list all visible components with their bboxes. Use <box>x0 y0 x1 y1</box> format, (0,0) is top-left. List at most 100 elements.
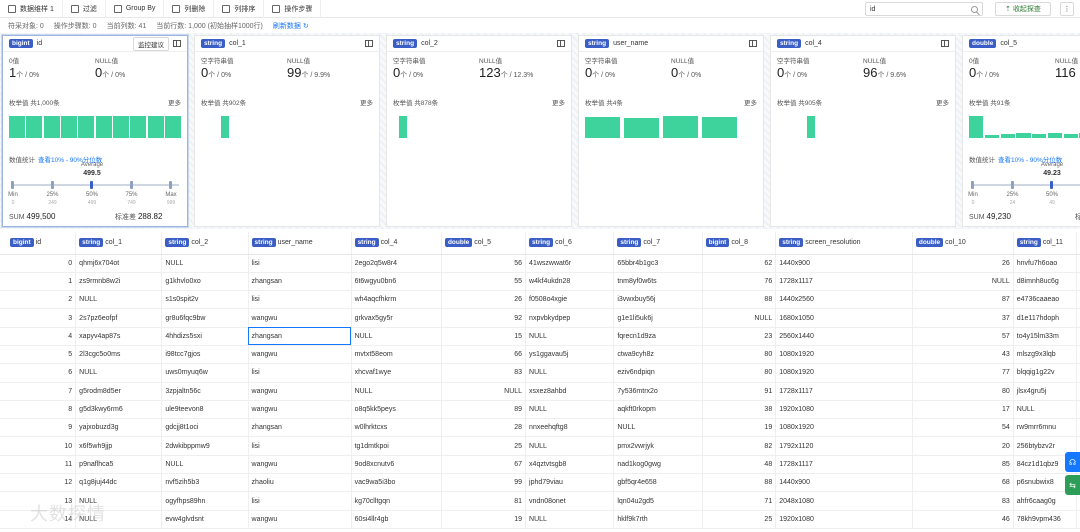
quantile-link[interactable]: 查看10% - 90%分位数 <box>998 157 1063 164</box>
table-cell[interactable]: 2s7pz6eofpf <box>75 308 163 328</box>
table-cell[interactable]: NULL <box>525 436 615 456</box>
column-header[interactable]: double col_5 <box>441 232 527 255</box>
table-cell[interactable]: 38 <box>702 400 777 420</box>
table-cell[interactable]: 13 <box>0 491 77 511</box>
table-cell[interactable]: 60si4llr4gb <box>351 510 442 529</box>
table-cell[interactable]: axodz <box>1076 418 1080 438</box>
table-cell[interactable]: nad1kog0gwg <box>613 455 703 475</box>
histogram-bar[interactable] <box>969 116 984 138</box>
distribution-marker[interactable] <box>50 181 54 189</box>
table-cell[interactable]: divda <box>1076 272 1080 292</box>
distribution-marker[interactable] <box>1050 181 1053 189</box>
table-cell[interactable]: lisi <box>248 491 352 511</box>
histogram-bar[interactable] <box>1032 133 1047 138</box>
table-cell[interactable]: 25 <box>702 510 777 529</box>
table-cell[interactable]: 37 <box>912 308 1014 328</box>
headset-icon[interactable]: ☊ <box>1065 452 1080 472</box>
table-cell[interactable]: ogyfhps89hn <box>161 491 249 511</box>
table-cell[interactable]: 57 <box>912 327 1014 346</box>
table-cell[interactable]: 1728x1117 <box>775 382 913 401</box>
column-card-col-1[interactable]: string col_1 空字符串值 0个 / 0% NULL值 99个 / 9.9% 枚举… <box>194 35 380 227</box>
distribution-marker[interactable] <box>169 181 172 189</box>
table-cell[interactable]: NULL <box>702 308 777 328</box>
table-cell[interactable]: 19 <box>441 510 527 529</box>
table-cell[interactable]: e3iao <box>1076 363 1080 383</box>
table-cell[interactable]: 76 <box>702 272 777 292</box>
histogram-bar[interactable] <box>1063 133 1078 138</box>
histogram-bar[interactable] <box>9 116 25 138</box>
distribution-marker[interactable] <box>1010 181 1014 189</box>
table-cell[interactable]: 4 <box>0 327 77 346</box>
table-cell[interactable]: 1080x1920 <box>775 363 913 383</box>
table-cell[interactable]: 26 <box>912 254 1014 273</box>
table-cell[interactable]: NULL <box>75 290 163 310</box>
table-cell[interactable]: 5 <box>0 345 77 365</box>
table-cell[interactable]: 1920x1080 <box>775 400 913 420</box>
column-header[interactable]: string col_11 <box>1013 232 1077 255</box>
histogram-bar[interactable] <box>43 116 60 138</box>
column-header[interactable]: string user_name <box>248 232 352 255</box>
histogram-bar[interactable] <box>1016 132 1031 138</box>
table-cell[interactable]: xsxez8ahbd <box>525 382 615 401</box>
table-cell[interactable]: lisi <box>248 363 352 383</box>
table-cell[interactable]: d8imnh8uc6g <box>1013 272 1077 292</box>
table-cell[interactable]: 7y536mtrx2o <box>613 382 703 401</box>
table-cell[interactable]: gkshr <box>1076 400 1080 420</box>
refresh-data-link[interactable]: 刷新数据 ↻ <box>273 21 309 31</box>
table-cell[interactable]: 0 <box>0 254 77 273</box>
table-cell[interactable]: s1s0spit2v <box>161 290 249 310</box>
table-cell[interactable]: 20 <box>912 436 1014 456</box>
table-cell[interactable]: q1g8juj44dc <box>75 473 163 493</box>
table-cell[interactable]: ctwa9cyh8z <box>613 345 703 365</box>
column-header[interactable] <box>1076 232 1080 255</box>
table-cell[interactable]: nvf5zih5b3 <box>161 473 249 493</box>
table-cell[interactable]: nnxeehqftg8 <box>525 418 615 438</box>
table-cell[interactable]: NULL <box>161 254 249 273</box>
column-card-user-name[interactable]: string user_name 空字符串值 0个 / 0% NULL值 0个 / 0% 枚… <box>578 35 764 227</box>
table-cell[interactable]: 8 <box>0 400 77 420</box>
column-card-id[interactable]: bigint id 监控建议 0值 1个 / 0% NULL值 0个 / 0% 枚举值 共1,… <box>2 35 188 227</box>
table-cell[interactable]: 6t6wgyu0bn6 <box>351 272 442 292</box>
table-cell[interactable]: uws0myuq6w <box>161 363 249 383</box>
table-cell[interactable]: 89 <box>441 400 527 420</box>
table-cell[interactable]: 12 <box>0 473 77 493</box>
table-cell[interactable]: 68 <box>912 473 1014 493</box>
table-cell[interactable]: 99 <box>441 473 527 493</box>
table-cell[interactable]: g5d3kwy6rm6 <box>75 400 163 420</box>
table-cell[interactable]: gbf5qr4e658 <box>613 473 703 493</box>
histogram-bar[interactable] <box>1000 133 1015 138</box>
table-cell[interactable]: g5rodm8d5er <box>75 382 163 401</box>
table-cell[interactable]: 78kh9vpm436 <box>1013 510 1077 529</box>
table-cell[interactable]: xhcvaf1wye <box>351 363 442 383</box>
table-cell[interactable]: NULL <box>75 363 163 383</box>
table-cell[interactable]: 91 <box>702 382 777 401</box>
table-cell[interactable]: ys1ggavau5j <box>525 345 615 365</box>
table-cell[interactable]: 92 <box>441 308 527 328</box>
table-cell[interactable]: 9 <box>0 418 77 438</box>
table-cell[interactable]: NULL <box>525 400 615 420</box>
distribution-marker[interactable] <box>971 181 974 189</box>
more-link[interactable]: 更多 <box>168 100 181 107</box>
table-cell[interactable]: 2 <box>0 290 77 310</box>
table-cell[interactable]: jlsx4gru5j <box>1013 382 1077 401</box>
table-cell[interactable]: 1440x900 <box>775 473 913 493</box>
table-cell[interactable]: 81 <box>441 491 527 511</box>
table-cell[interactable]: 7 <box>0 382 77 401</box>
table-cell[interactable]: qhmj6x704ot <box>75 254 163 273</box>
table-cell[interactable]: 3 <box>0 308 77 328</box>
column-layout-icon[interactable] <box>365 40 373 47</box>
table-cell[interactable]: wangwu <box>248 308 352 328</box>
column-header[interactable]: string col_2 <box>161 232 249 255</box>
table-cell[interactable]: 83 <box>441 363 527 383</box>
histogram-bar[interactable] <box>1047 132 1063 138</box>
table-cell[interactable]: wangwu <box>248 345 352 365</box>
table-cell[interactable]: 1792x1120 <box>775 436 913 456</box>
column-header[interactable]: string screen_resolution <box>775 232 913 255</box>
column-layout-icon[interactable] <box>941 40 949 47</box>
table-cell[interactable]: aqkft0rkopm <box>613 400 703 420</box>
table-cell[interactable]: 41wszwwat6r <box>525 254 615 273</box>
table-cell[interactable]: b1fkqj <box>1076 308 1080 328</box>
table-cell[interactable]: 80 <box>702 363 777 383</box>
histogram-bar[interactable] <box>147 116 164 138</box>
table-cell[interactable]: 2ego2q5w8r4 <box>351 254 442 273</box>
